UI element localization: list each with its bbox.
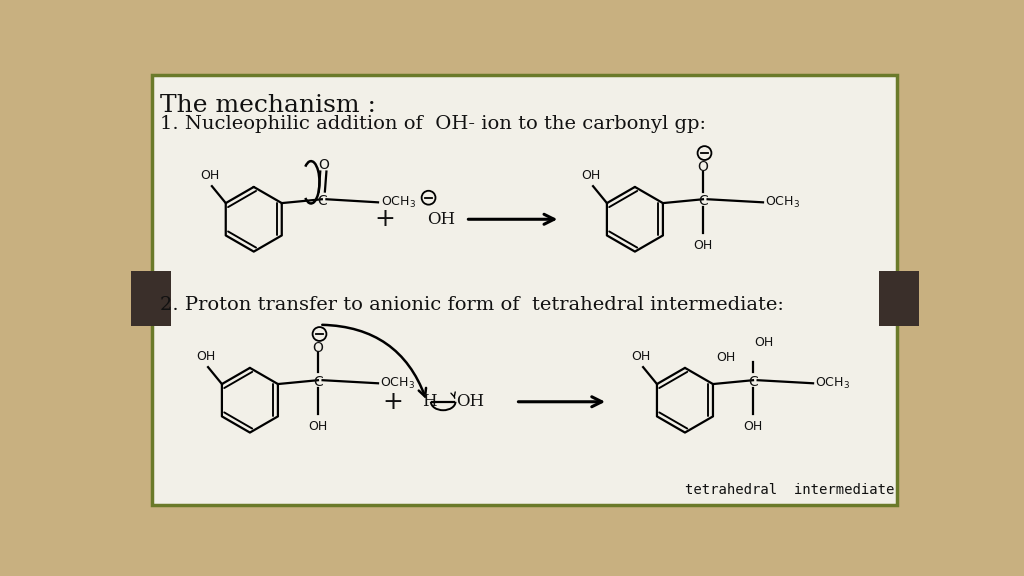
Text: OH: OH [743,420,763,433]
Text: 1. Nucleophilic addition of  OH- ion to the carbonyl gp:: 1. Nucleophilic addition of OH- ion to t… [160,115,706,133]
Text: OCH$_3$: OCH$_3$ [380,376,415,391]
Text: OH: OH [427,211,455,228]
Text: O: O [697,160,709,174]
Text: OH: OH [693,239,713,252]
Text: OH: OH [631,350,650,363]
Bar [131,271,171,326]
Text: The mechanism :: The mechanism : [160,94,376,117]
Text: OH: OH [457,393,484,410]
Text: O: O [317,158,329,172]
Text: OCH$_3$: OCH$_3$ [765,195,800,210]
Text: OH: OH [197,350,215,363]
Text: C: C [317,194,327,208]
Text: H: H [422,393,436,410]
Text: 2. Proton transfer to anionic form of  tetrahedral intermediate:: 2. Proton transfer to anionic form of te… [160,295,783,313]
Text: OH: OH [717,351,735,363]
Text: OH: OH [308,420,328,433]
Text: C: C [698,194,708,208]
Text: OH: OH [581,169,600,183]
Text: OH: OH [755,336,774,350]
Text: OH: OH [200,169,219,183]
Text: C: C [313,375,323,389]
Text: OCH$_3$: OCH$_3$ [815,376,850,391]
Text: OCH$_3$: OCH$_3$ [381,195,416,210]
Text: +: + [382,390,402,414]
Bar [879,271,920,326]
Text: +: + [374,207,395,232]
Text: tetrahedral  intermediate: tetrahedral intermediate [685,483,894,497]
FancyBboxPatch shape [153,75,897,505]
Text: C: C [749,375,758,389]
Text: O: O [312,341,324,355]
